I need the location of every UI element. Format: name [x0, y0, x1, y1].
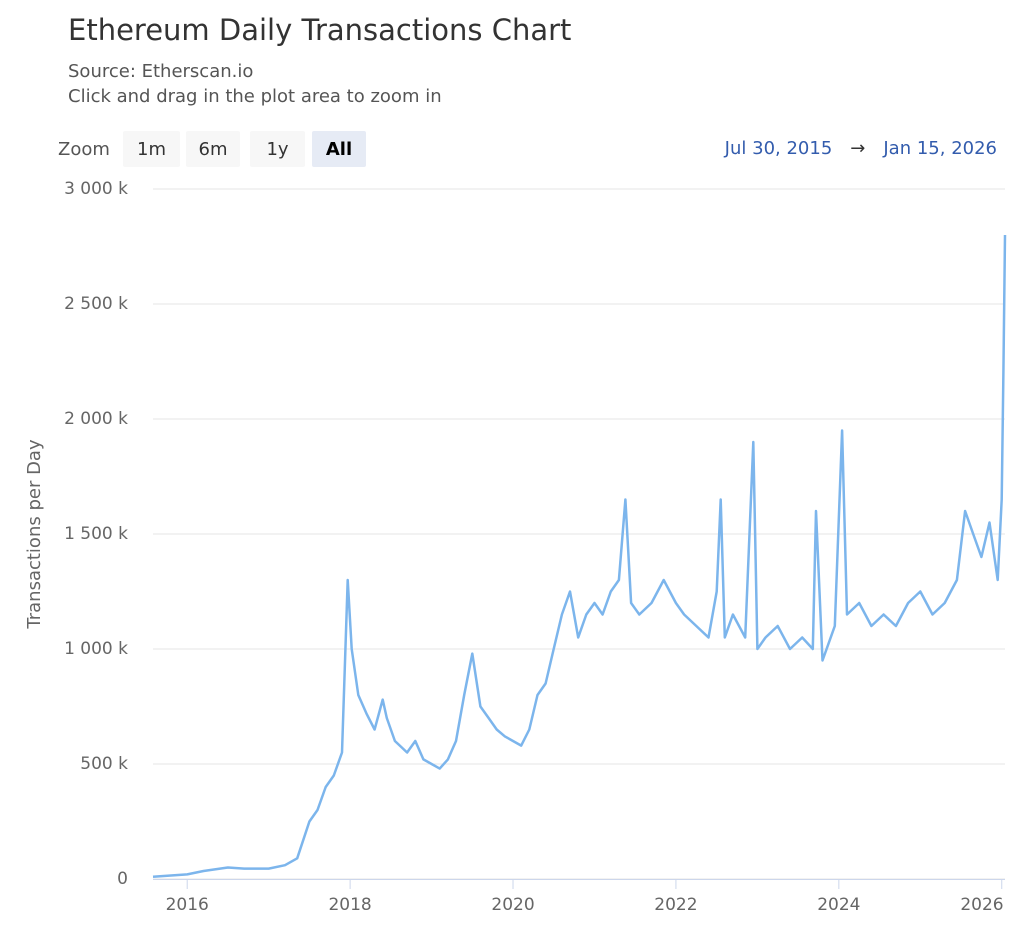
x-tick-label: 2022: [654, 895, 697, 915]
chart-note: Click and drag in the plot area to zoom …: [68, 86, 442, 107]
y-tick-label: 0: [117, 869, 128, 889]
data-line: [152, 234, 1007, 878]
range-to[interactable]: Jan 15, 2026: [882, 138, 997, 159]
y-tick-label: 2 500 k: [64, 294, 128, 314]
y-tick-label: 1 500 k: [64, 524, 128, 544]
y-tick-label: 1 000 k: [64, 639, 128, 659]
y-tick-label: 3 000 k: [64, 179, 128, 199]
x-tick-label: 2020: [491, 895, 534, 915]
zoom-label: Zoom: [58, 139, 110, 160]
zoom-button-label[interactable]: All: [326, 139, 352, 160]
x-tick-label: 2016: [166, 895, 209, 915]
x-tick-label: 2024: [817, 895, 860, 915]
range-arrow: →: [850, 138, 865, 159]
y-tick-label: 2 000 k: [64, 409, 128, 429]
y-axis-title: Transactions per Day: [24, 439, 45, 630]
zoom-button-label[interactable]: 1y: [266, 139, 288, 160]
chart-subtitle: Source: Etherscan.io: [68, 61, 253, 82]
y-tick-label: 500 k: [80, 754, 128, 774]
zoom-button[interactable]: [186, 131, 240, 167]
x-tick-label: 2026: [960, 895, 1003, 915]
zoom-button[interactable]: [123, 131, 180, 167]
zoom-button[interactable]: [312, 131, 366, 167]
zoom-button-label[interactable]: 1m: [137, 139, 166, 160]
zoom-button-label[interactable]: 6m: [199, 139, 228, 160]
x-tick-label: 2018: [328, 895, 371, 915]
range-from[interactable]: Jul 30, 2015: [724, 138, 833, 159]
zoom-button[interactable]: [250, 131, 305, 167]
chart-title: Ethereum Daily Transactions Chart: [68, 13, 571, 47]
range-display: Jul 30, 2015 → Jan 15, 2026: [724, 138, 997, 159]
